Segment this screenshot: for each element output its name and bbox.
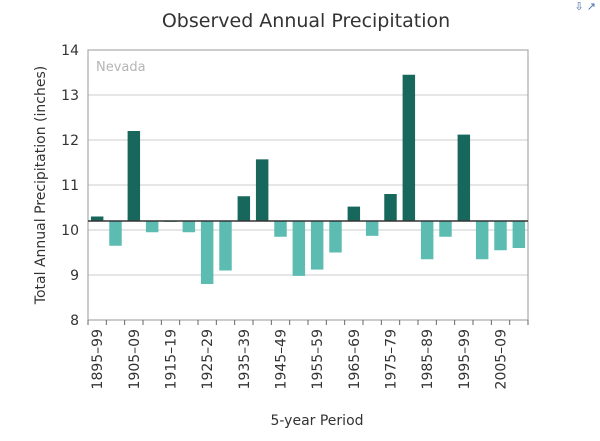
bar-1965-69: [347, 206, 361, 221]
y-tick-label: 10: [61, 223, 79, 239]
bar-1970-74: [365, 221, 379, 236]
bar-1985-89: [420, 221, 434, 260]
x-tick-label: 1915–19: [164, 329, 180, 389]
bar-1995-99: [457, 134, 471, 221]
bar-1950-54: [292, 221, 306, 276]
bar-1910-14: [145, 221, 159, 233]
x-axis-label: 5-year Period: [270, 413, 363, 429]
y-tick-label: 11: [61, 178, 79, 194]
y-tick-label: 13: [61, 88, 79, 104]
x-tick-label: 1975–79: [384, 329, 400, 389]
bar-2005-09: [494, 221, 507, 251]
x-tick-label: 1895–99: [90, 329, 106, 389]
x-tick-label: 1925–29: [200, 329, 216, 389]
y-axis-ticks: 8 9 10 11 12 13 14: [61, 43, 79, 329]
x-tick-label: 1995–99: [457, 329, 473, 389]
x-tick-label: 1965–69: [347, 329, 363, 389]
bar-1945-49: [274, 221, 287, 237]
x-tick-label: 1955–59: [310, 329, 326, 389]
bar-1900-04: [109, 221, 122, 246]
bar-1940-44: [255, 159, 269, 221]
bar-1960-64: [329, 221, 342, 253]
bar-1975-79: [384, 194, 397, 221]
grid: [88, 94, 528, 276]
y-tick-label: 9: [70, 268, 79, 284]
y-tick-label: 8: [70, 313, 79, 329]
bar-1980-84: [402, 74, 416, 221]
chart-title: Observed Annual Precipitation: [162, 10, 450, 32]
x-axis-ticks: 1895–99 1905–09 1915–19 1925–29 1935–39 1945–…: [87, 320, 529, 389]
bars: [90, 74, 526, 284]
bar-1955-59: [310, 221, 324, 270]
bar-1930-34: [219, 221, 232, 271]
bar-1895-99: [90, 216, 104, 221]
bar-2000-04: [475, 221, 489, 260]
x-tick-label: 1985–89: [420, 329, 436, 389]
bar-1925-29: [200, 221, 214, 284]
bar-1990-94: [439, 221, 452, 237]
x-tick-label: 1935–39: [237, 329, 253, 389]
bar-1935-39: [237, 196, 251, 221]
bar-1905-09: [127, 131, 141, 221]
bar-1920-24: [182, 221, 196, 233]
y-tick-label: 14: [61, 43, 79, 59]
region-label: Nevada: [96, 60, 146, 75]
x-tick-label: 1945–49: [274, 329, 290, 389]
y-axis-label: Total Annual Precipitation (inches): [33, 66, 49, 305]
bar-2010-14: [512, 221, 526, 248]
y-tick-label: 12: [61, 133, 79, 149]
corner-icons[interactable]: ⇩ ↗: [574, 1, 597, 13]
x-tick-label: 2005–09: [494, 329, 510, 389]
x-tick-label: 1905–09: [127, 329, 143, 389]
